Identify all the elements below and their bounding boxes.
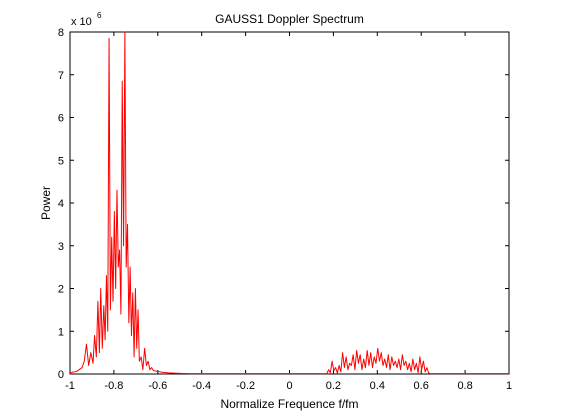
x-tick-label: -0.2 (236, 380, 255, 392)
y-multiplier-label: x 10 (71, 16, 92, 28)
y-tick-label: 4 (58, 198, 64, 210)
y-tick-label: 5 (58, 155, 64, 167)
y-tick-label: 8 (58, 27, 64, 39)
spectrum-series-line (69, 31, 509, 375)
series-layer (69, 31, 509, 375)
x-tick-label: 1 (506, 380, 512, 392)
y-tick-label: 7 (58, 70, 64, 82)
x-tick-label: 0 (286, 380, 292, 392)
y-tick-label: 2 (58, 284, 64, 296)
x-tick-label: 0.2 (326, 380, 341, 392)
y-tick-label: 1 (58, 326, 64, 338)
y-axis-label: Power (39, 186, 53, 220)
y-tick-label: 3 (58, 241, 64, 253)
x-tick-label: 0.6 (414, 380, 429, 392)
x-tick-label: -0.6 (148, 380, 167, 392)
x-tick-label: -0.4 (192, 380, 211, 392)
y-tick-label: 6 (58, 113, 64, 125)
x-tick-label: 0.4 (370, 380, 385, 392)
y-multiplier-exponent: 6 (97, 11, 102, 20)
y-multiplier: x 10 6 (71, 11, 102, 28)
x-tick-label: -0.8 (104, 380, 123, 392)
x-tick-label: -1 (65, 380, 75, 392)
chart-title: GAUSS1 Doppler Spectrum (215, 12, 364, 26)
y-tick-label: 0 (58, 369, 64, 381)
x-tick-label: 0.8 (457, 380, 472, 392)
x-axis-label: Normalize Frequence f/fm (220, 397, 358, 411)
y-axis-ticks: 0 1 2 3 4 5 6 7 8 (58, 27, 509, 381)
plot-area (69, 31, 510, 375)
